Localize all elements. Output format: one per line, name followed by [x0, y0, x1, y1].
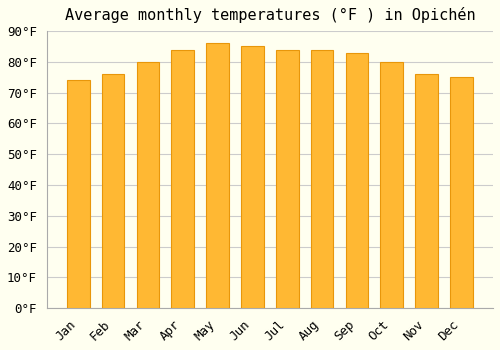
Bar: [241, 47, 264, 308]
Bar: [416, 74, 438, 308]
Bar: [380, 62, 403, 308]
Bar: [136, 62, 160, 308]
Title: Average monthly temperatures (°F ) in Opichén: Average monthly temperatures (°F ) in Op…: [64, 7, 475, 23]
Bar: [276, 50, 298, 308]
Bar: [311, 50, 334, 308]
Bar: [346, 52, 368, 308]
Bar: [102, 74, 124, 308]
Bar: [67, 80, 90, 308]
Bar: [206, 43, 229, 308]
Bar: [172, 50, 194, 308]
Bar: [450, 77, 473, 308]
